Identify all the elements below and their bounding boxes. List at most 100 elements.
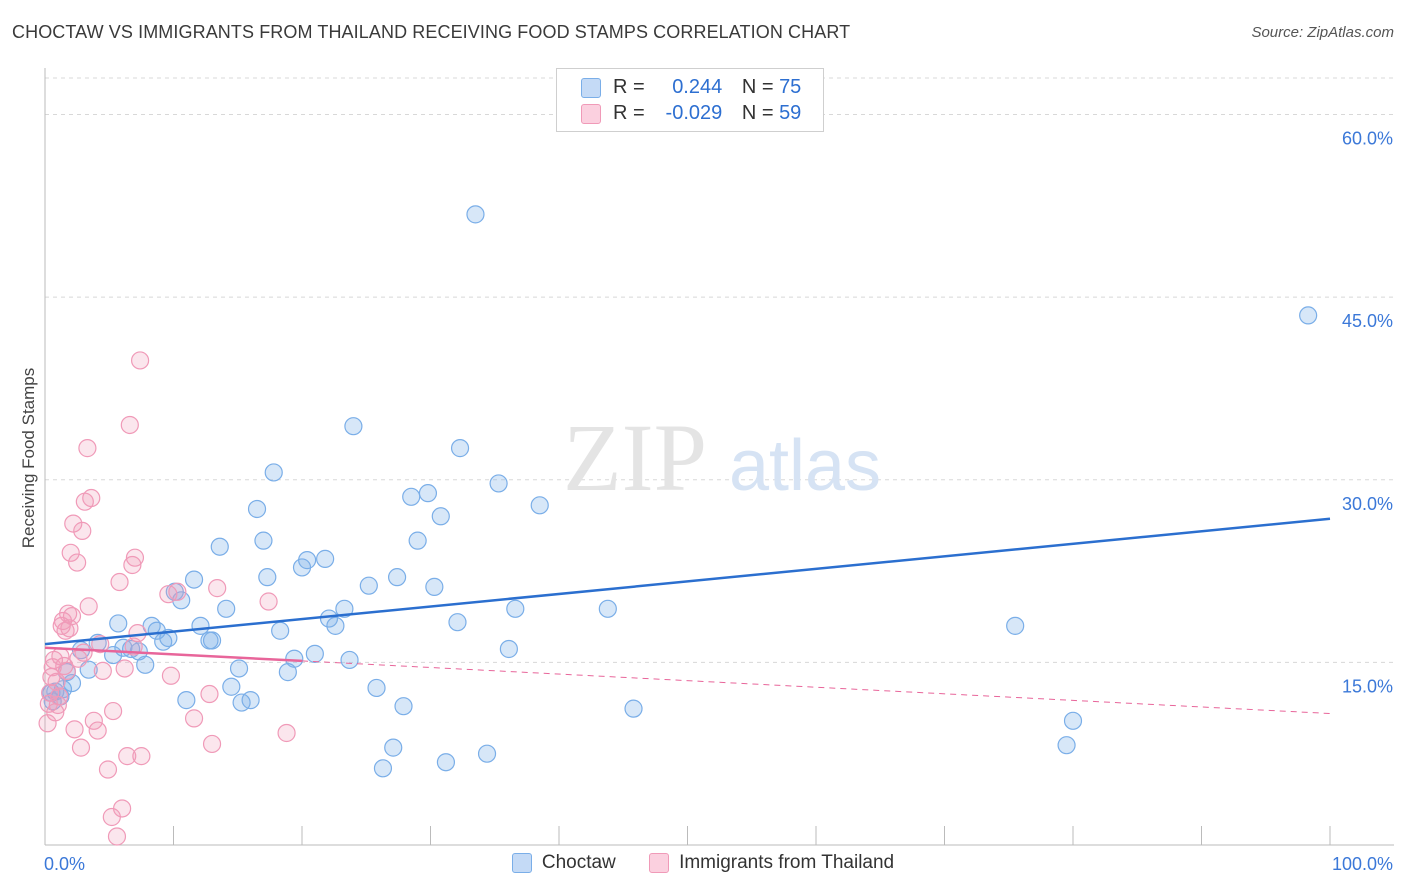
thailand-point (110, 572, 129, 592)
watermark-atlas: atlas (729, 426, 881, 506)
legend-r-value: 0.244 (672, 76, 723, 99)
thailand-point (50, 687, 69, 706)
choctaw-point (210, 537, 229, 556)
choctaw-point (425, 577, 444, 596)
choctaw-point (191, 616, 210, 635)
thailand-point (123, 555, 142, 575)
thailand-swatch (581, 103, 601, 124)
legend-r-label: R = (613, 76, 645, 99)
thailand-point (120, 415, 139, 435)
thailand-point (62, 607, 82, 626)
choctaw-point (624, 699, 643, 718)
thailand-point (107, 827, 127, 846)
thailand-point (132, 747, 151, 766)
trend-lines (44, 517, 1331, 715)
thailand-point (130, 351, 150, 370)
choctaw-point (1057, 736, 1076, 755)
choctaw-point (222, 677, 241, 696)
thailand-point (168, 582, 187, 601)
choctaw-point (1299, 306, 1318, 325)
thailand-point (125, 548, 145, 567)
choctaw-point (431, 507, 450, 526)
thailand-trend-line-dashed (301, 660, 1331, 715)
choctaw-trend-line (44, 517, 1331, 646)
choctaw-point (109, 614, 128, 633)
legend-row-choctaw: R = 0.244 N = 75 (581, 76, 801, 100)
legend-n-value: 59 (779, 102, 802, 125)
thailand-swatch (649, 853, 670, 873)
x-tick-label: 100.0% (1332, 854, 1393, 874)
legend-item-thailand: Immigrants from Thailand (649, 852, 894, 874)
thailand-trend-line (44, 646, 303, 663)
thailand-point (78, 439, 97, 458)
choctaw-point (1063, 711, 1083, 730)
thailand-point (277, 723, 296, 743)
y-tick-label: 60.0% (1342, 129, 1393, 149)
thailand-point (200, 684, 219, 704)
choctaw-point (387, 568, 407, 587)
thailand-point (84, 711, 103, 730)
choctaw-point (254, 531, 273, 550)
y-tick-label: 30.0% (1342, 494, 1393, 514)
chart-title: CHOCTAW VS IMMIGRANTS FROM THAILAND RECE… (12, 22, 851, 42)
choctaw-point (1006, 616, 1025, 635)
choctaw-point (466, 205, 485, 224)
choctaw-point (394, 697, 413, 716)
choctaw-point (229, 659, 249, 678)
axes (44, 68, 1394, 846)
choctaw-point (217, 599, 236, 618)
choctaw-point (367, 678, 386, 698)
tick-labels: 15.0% 30.0% 45.0% 60.0% 0.0% 100.0% (44, 129, 1393, 874)
choctaw-point (258, 568, 277, 587)
choctaw-point (402, 487, 421, 506)
choctaw-point (448, 613, 467, 632)
choctaw-point (373, 759, 393, 778)
legend-n-value: 75 (779, 76, 802, 99)
thailand-point (68, 553, 87, 572)
watermark: ZIP atlas (563, 404, 881, 511)
choctaw-point (247, 499, 267, 519)
choctaw-point (159, 628, 178, 648)
grid-lines (45, 77, 1394, 663)
thailand-point (98, 760, 118, 779)
choctaw-point (136, 655, 155, 674)
choctaw-point (340, 650, 359, 670)
thailand-point (259, 592, 278, 611)
thailand-point (55, 656, 74, 676)
choctaw-point (408, 531, 427, 550)
thailand-point (112, 799, 132, 818)
thailand-point (61, 543, 80, 562)
choctaw-point (530, 496, 549, 515)
choctaw-point (598, 599, 617, 618)
series-legend: Choctaw Immigrants from Thailand (0, 852, 1406, 874)
thailand-point (184, 709, 204, 728)
choctaw-point (335, 599, 354, 618)
choctaw-point (436, 753, 456, 772)
choctaw-point (316, 549, 335, 568)
thailand-point (208, 579, 227, 598)
x-tick-label: 0.0% (44, 854, 85, 874)
choctaw-swatch (511, 853, 532, 873)
choctaw-point (264, 463, 283, 482)
choctaw-point (344, 417, 363, 436)
thailand-point (124, 637, 143, 656)
choctaw-swatch (581, 77, 601, 98)
legend-r-value: -0.029 (665, 102, 723, 125)
choctaw-point (285, 649, 304, 668)
choctaw-point (202, 631, 222, 650)
legend-n-label: N = (741, 76, 774, 99)
thailand-point (104, 701, 123, 721)
thailand-point (82, 488, 101, 508)
choctaw-point (359, 576, 378, 595)
legend-row-thailand: R = -0.029 N = 59 (581, 102, 801, 126)
thailand-point (118, 747, 137, 766)
thailand-point (74, 643, 93, 662)
thailand-point (65, 720, 84, 739)
y-tick-label: 45.0% (1342, 311, 1393, 331)
choctaw-point (298, 551, 317, 570)
choctaw-point (241, 691, 260, 710)
data-points (38, 205, 1318, 846)
source-label: Source: ZipAtlas.com (1251, 24, 1394, 41)
thailand-point (57, 661, 76, 681)
